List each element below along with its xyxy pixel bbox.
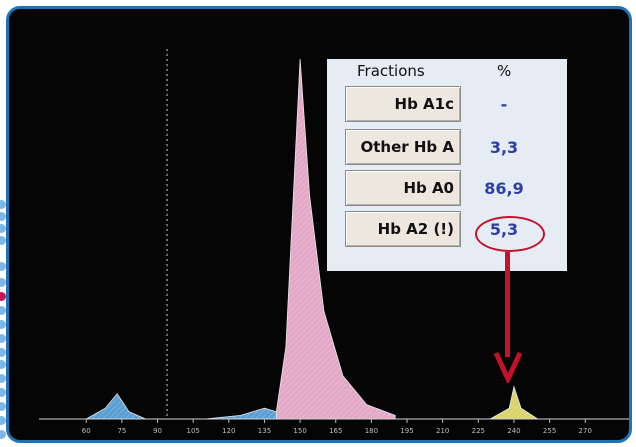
annotation-arrow-head <box>493 351 523 383</box>
x-tick-label: 135 <box>258 427 271 435</box>
side-dot <box>0 360 6 369</box>
fraction-value-hb-a0: 86,9 <box>484 178 524 198</box>
side-decoration-dots <box>0 0 10 447</box>
chromatogram-plot: 60 75 90 105 120 135 150 165 180 195 210 225 240 255 2… <box>39 49 629 435</box>
side-dot <box>0 320 6 329</box>
side-dot <box>0 224 6 233</box>
fraction-button-hb-a2[interactable]: Hb A2 (!) <box>345 211 461 247</box>
percent-header: % <box>497 62 512 80</box>
side-dot <box>0 292 6 301</box>
side-dot <box>0 402 6 411</box>
side-dot <box>0 200 6 209</box>
x-axis-ticks: 60 75 90 105 120 135 150 165 180 195 210 225 240 255 2… <box>82 419 592 435</box>
side-dot <box>0 278 6 287</box>
x-tick-label: 240 <box>507 427 520 435</box>
peak-hb-a0 <box>275 58 396 420</box>
x-tick-label: 75 <box>117 427 126 435</box>
x-tick-label: 270 <box>579 427 592 435</box>
annotation-arrow-shaft <box>505 252 510 357</box>
fraction-button-hb-a1c[interactable]: Hb A1c <box>345 86 461 122</box>
side-dot <box>0 348 6 357</box>
x-tick-label: 255 <box>543 427 556 435</box>
side-dot <box>0 212 6 221</box>
fraction-value-other-hb-a: 3,3 <box>489 137 519 157</box>
side-dot <box>0 334 6 343</box>
x-tick-label: 90 <box>153 427 162 435</box>
x-tick-label: 180 <box>365 427 378 435</box>
side-dot <box>0 306 6 315</box>
side-dot <box>0 236 6 245</box>
hb-a2-highlight-circle <box>475 216 545 252</box>
x-tick-label: 60 <box>82 427 91 435</box>
x-tick-label: 210 <box>436 427 449 435</box>
side-dot <box>0 430 6 439</box>
side-dot <box>0 416 6 425</box>
x-tick-label: 165 <box>329 427 342 435</box>
peak-hb-a2 <box>488 385 540 420</box>
x-tick-label: 225 <box>472 427 485 435</box>
x-tick-label: 120 <box>222 427 235 435</box>
side-dot <box>0 388 6 397</box>
peak-minor <box>205 407 277 420</box>
peak-areas <box>84 58 540 420</box>
peak-low <box>84 393 146 420</box>
fraction-button-other-hb-a[interactable]: Other Hb A <box>345 129 461 165</box>
side-dot <box>0 374 6 383</box>
x-tick-label: 105 <box>187 427 200 435</box>
x-tick-label: 150 <box>293 427 306 435</box>
fraction-button-hb-a0[interactable]: Hb A0 <box>345 170 461 206</box>
x-tick-label: 195 <box>400 427 413 435</box>
side-dot <box>0 262 6 271</box>
chromatogram-screen: 60 75 90 105 120 135 150 165 180 195 210 225 240 255 2… <box>6 6 632 443</box>
fractions-header: Fractions <box>357 62 425 80</box>
fraction-value-hb-a1c: - <box>500 94 508 114</box>
